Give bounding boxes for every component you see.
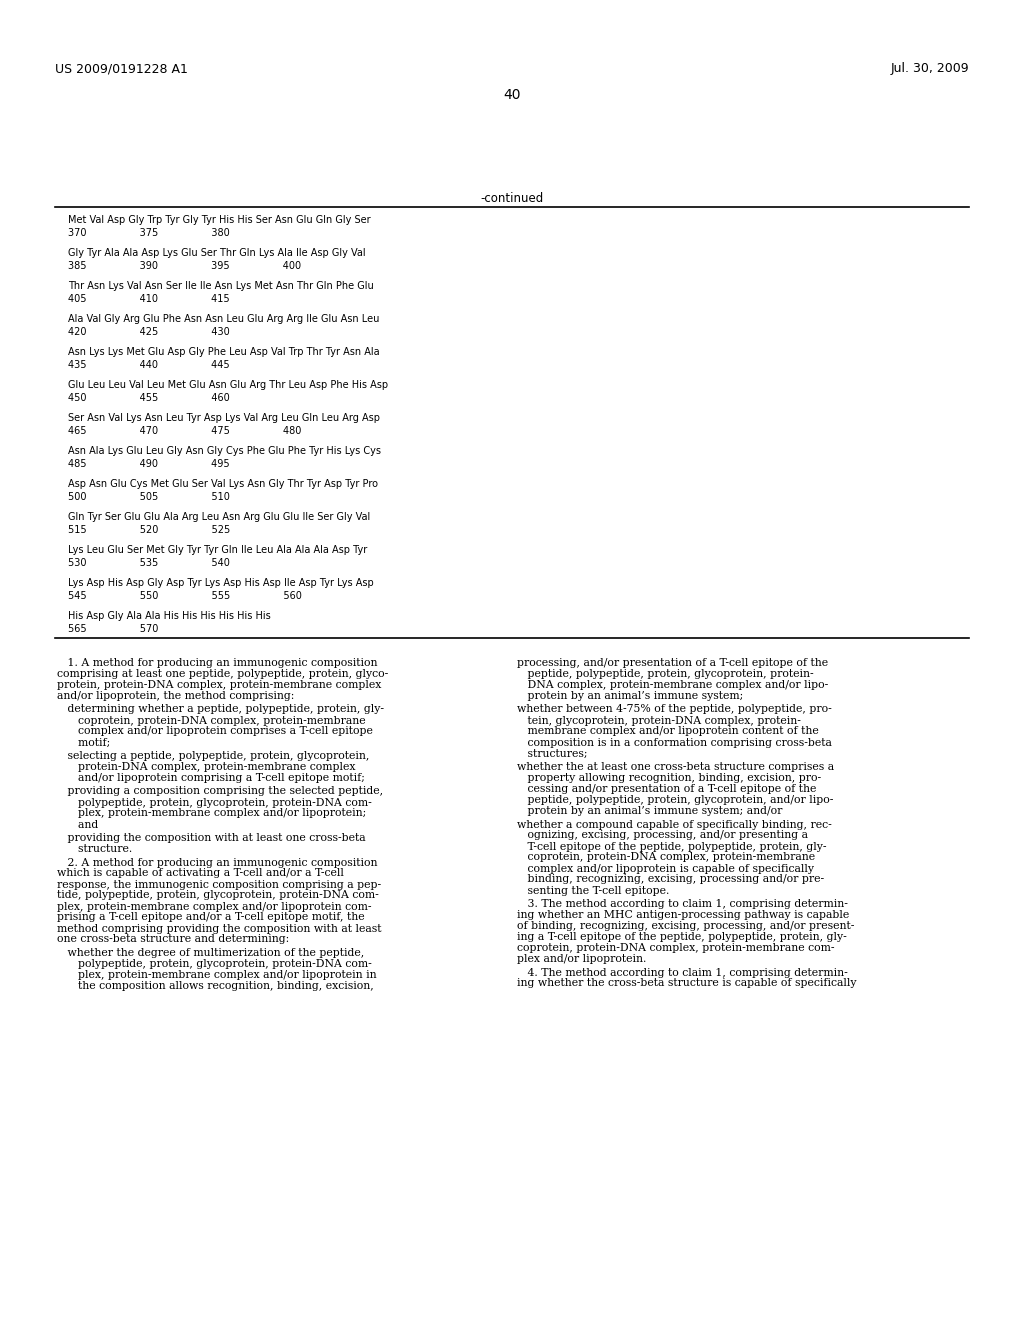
- Text: plex and/or lipoprotein.: plex and/or lipoprotein.: [517, 954, 646, 964]
- Text: Asp Asn Glu Cys Met Glu Ser Val Lys Asn Gly Thr Tyr Asp Tyr Pro: Asp Asn Glu Cys Met Glu Ser Val Lys Asn …: [68, 479, 378, 488]
- Text: -continued: -continued: [480, 191, 544, 205]
- Text: property allowing recognition, binding, excision, pro-: property allowing recognition, binding, …: [517, 774, 821, 783]
- Text: ing whether an MHC antigen-processing pathway is capable: ing whether an MHC antigen-processing pa…: [517, 909, 849, 920]
- Text: peptide, polypeptide, protein, glycoprotein, and/or lipo-: peptide, polypeptide, protein, glycoprot…: [517, 795, 834, 805]
- Text: and/or lipoprotein comprising a T-cell epitope motif;: and/or lipoprotein comprising a T-cell e…: [57, 774, 365, 783]
- Text: 40: 40: [503, 88, 521, 102]
- Text: processing, and/or presentation of a T-cell epitope of the: processing, and/or presentation of a T-c…: [517, 657, 828, 668]
- Text: motif;: motif;: [57, 738, 111, 747]
- Text: 405                 410                 415: 405 410 415: [68, 294, 229, 304]
- Text: selecting a peptide, polypeptide, protein, glycoprotein,: selecting a peptide, polypeptide, protei…: [57, 751, 370, 762]
- Text: 4. The method according to claim 1, comprising determin-: 4. The method according to claim 1, comp…: [517, 968, 848, 978]
- Text: cessing and/or presentation of a T-cell epitope of the: cessing and/or presentation of a T-cell …: [517, 784, 816, 795]
- Text: polypeptide, protein, glycoprotein, protein-DNA com-: polypeptide, protein, glycoprotein, prot…: [57, 797, 372, 808]
- Text: 450                 455                 460: 450 455 460: [68, 393, 229, 403]
- Text: coprotein, protein-DNA complex, protein-membrane com-: coprotein, protein-DNA complex, protein-…: [517, 942, 835, 953]
- Text: His Asp Gly Ala Ala His His His His His His: His Asp Gly Ala Ala His His His His His …: [68, 611, 270, 620]
- Text: ing a T-cell epitope of the peptide, polypeptide, protein, gly-: ing a T-cell epitope of the peptide, pol…: [517, 932, 847, 942]
- Text: which is capable of activating a T-cell and/or a T-cell: which is capable of activating a T-cell …: [57, 869, 344, 879]
- Text: prising a T-cell epitope and/or a T-cell epitope motif, the: prising a T-cell epitope and/or a T-cell…: [57, 912, 365, 923]
- Text: and: and: [57, 820, 98, 829]
- Text: whether the at least one cross-beta structure comprises a: whether the at least one cross-beta stru…: [517, 762, 835, 772]
- Text: one cross-beta structure and determining:: one cross-beta structure and determining…: [57, 935, 289, 945]
- Text: protein by an animal’s immune system; and/or: protein by an animal’s immune system; an…: [517, 807, 782, 816]
- Text: 515                 520                 525: 515 520 525: [68, 525, 230, 535]
- Text: determining whether a peptide, polypeptide, protein, gly-: determining whether a peptide, polypepti…: [57, 705, 384, 714]
- Text: whether the degree of multimerization of the peptide,: whether the degree of multimerization of…: [57, 948, 365, 958]
- Text: structure.: structure.: [57, 843, 132, 854]
- Text: plex, protein-membrane complex and/or lipoprotein com-: plex, protein-membrane complex and/or li…: [57, 902, 372, 912]
- Text: method comprising providing the composition with at least: method comprising providing the composit…: [57, 924, 382, 933]
- Text: protein-DNA complex, protein-membrane complex: protein-DNA complex, protein-membrane co…: [57, 762, 355, 772]
- Text: Glu Leu Leu Val Leu Met Glu Asn Glu Arg Thr Leu Asp Phe His Asp: Glu Leu Leu Val Leu Met Glu Asn Glu Arg …: [68, 380, 388, 389]
- Text: 530                 535                 540: 530 535 540: [68, 558, 229, 568]
- Text: DNA complex, protein-membrane complex and/or lipo-: DNA complex, protein-membrane complex an…: [517, 680, 828, 690]
- Text: and/or lipoprotein, the method comprising:: and/or lipoprotein, the method comprisin…: [57, 690, 294, 701]
- Text: 485                 490                 495: 485 490 495: [68, 459, 229, 469]
- Text: peptide, polypeptide, protein, glycoprotein, protein-: peptide, polypeptide, protein, glycoprot…: [517, 669, 814, 678]
- Text: Jul. 30, 2009: Jul. 30, 2009: [891, 62, 969, 75]
- Text: ognizing, excising, processing, and/or presenting a: ognizing, excising, processing, and/or p…: [517, 830, 808, 841]
- Text: comprising at least one peptide, polypeptide, protein, glyco-: comprising at least one peptide, polypep…: [57, 669, 388, 678]
- Text: whether between 4-75% of the peptide, polypeptide, pro-: whether between 4-75% of the peptide, po…: [517, 705, 831, 714]
- Text: protein, protein-DNA complex, protein-membrane complex: protein, protein-DNA complex, protein-me…: [57, 680, 381, 690]
- Text: Lys Asp His Asp Gly Asp Tyr Lys Asp His Asp Ile Asp Tyr Lys Asp: Lys Asp His Asp Gly Asp Tyr Lys Asp His …: [68, 578, 374, 587]
- Text: response, the immunogenic composition comprising a pep-: response, the immunogenic composition co…: [57, 879, 381, 890]
- Text: Asn Lys Lys Met Glu Asp Gly Phe Leu Asp Val Trp Thr Tyr Asn Ala: Asn Lys Lys Met Glu Asp Gly Phe Leu Asp …: [68, 347, 380, 356]
- Text: composition is in a conformation comprising cross-beta: composition is in a conformation compris…: [517, 738, 831, 747]
- Text: coprotein, protein-DNA complex, protein-membrane: coprotein, protein-DNA complex, protein-…: [57, 715, 366, 726]
- Text: of binding, recognizing, excising, processing, and/or present-: of binding, recognizing, excising, proce…: [517, 921, 854, 931]
- Text: coprotein, protein-DNA complex, protein-membrane: coprotein, protein-DNA complex, protein-…: [517, 853, 815, 862]
- Text: binding, recognizing, excising, processing and/or pre-: binding, recognizing, excising, processi…: [517, 874, 824, 884]
- Text: US 2009/0191228 A1: US 2009/0191228 A1: [55, 62, 187, 75]
- Text: senting the T-cell epitope.: senting the T-cell epitope.: [517, 886, 670, 895]
- Text: providing a composition comprising the selected peptide,: providing a composition comprising the s…: [57, 787, 383, 796]
- Text: 565                 570: 565 570: [68, 624, 159, 634]
- Text: polypeptide, protein, glycoprotein, protein-DNA com-: polypeptide, protein, glycoprotein, prot…: [57, 960, 372, 969]
- Text: Ala Val Gly Arg Glu Phe Asn Asn Leu Glu Arg Arg Ile Glu Asn Leu: Ala Val Gly Arg Glu Phe Asn Asn Leu Glu …: [68, 314, 379, 323]
- Text: plex, protein-membrane complex and/or lipoprotein;: plex, protein-membrane complex and/or li…: [57, 808, 367, 818]
- Text: 465                 470                 475                 480: 465 470 475 480: [68, 426, 301, 436]
- Text: protein by an animal’s immune system;: protein by an animal’s immune system;: [517, 690, 743, 701]
- Text: providing the composition with at least one cross-beta: providing the composition with at least …: [57, 833, 366, 843]
- Text: tide, polypeptide, protein, glycoprotein, protein-DNA com-: tide, polypeptide, protein, glycoprotein…: [57, 891, 379, 900]
- Text: ing whether the cross-beta structure is capable of specifically: ing whether the cross-beta structure is …: [517, 978, 856, 989]
- Text: whether a compound capable of specifically binding, rec-: whether a compound capable of specifical…: [517, 820, 831, 829]
- Text: Lys Leu Glu Ser Met Gly Tyr Tyr Gln Ile Leu Ala Ala Ala Asp Tyr: Lys Leu Glu Ser Met Gly Tyr Tyr Gln Ile …: [68, 545, 368, 554]
- Text: complex and/or lipoprotein comprises a T-cell epitope: complex and/or lipoprotein comprises a T…: [57, 726, 373, 737]
- Text: 3. The method according to claim 1, comprising determin-: 3. The method according to claim 1, comp…: [517, 899, 848, 909]
- Text: 2. A method for producing an immunogenic composition: 2. A method for producing an immunogenic…: [57, 858, 378, 867]
- Text: Met Val Asp Gly Trp Tyr Gly Tyr His His Ser Asn Glu Gln Gly Ser: Met Val Asp Gly Trp Tyr Gly Tyr His His …: [68, 215, 371, 224]
- Text: Thr Asn Lys Val Asn Ser Ile Ile Asn Lys Met Asn Thr Gln Phe Glu: Thr Asn Lys Val Asn Ser Ile Ile Asn Lys …: [68, 281, 374, 290]
- Text: Asn Ala Lys Glu Leu Gly Asn Gly Cys Phe Glu Phe Tyr His Lys Cys: Asn Ala Lys Glu Leu Gly Asn Gly Cys Phe …: [68, 446, 381, 455]
- Text: 420                 425                 430: 420 425 430: [68, 327, 229, 337]
- Text: membrane complex and/or lipoprotein content of the: membrane complex and/or lipoprotein cont…: [517, 726, 819, 737]
- Text: Gly Tyr Ala Ala Asp Lys Glu Ser Thr Gln Lys Ala Ile Asp Gly Val: Gly Tyr Ala Ala Asp Lys Glu Ser Thr Gln …: [68, 248, 366, 257]
- Text: 435                 440                 445: 435 440 445: [68, 360, 229, 370]
- Text: 370                 375                 380: 370 375 380: [68, 228, 229, 238]
- Text: tein, glycoprotein, protein-DNA complex, protein-: tein, glycoprotein, protein-DNA complex,…: [517, 715, 801, 726]
- Text: 500                 505                 510: 500 505 510: [68, 492, 229, 502]
- Text: plex, protein-membrane complex and/or lipoprotein in: plex, protein-membrane complex and/or li…: [57, 970, 377, 979]
- Text: Gln Tyr Ser Glu Glu Ala Arg Leu Asn Arg Glu Glu Ile Ser Gly Val: Gln Tyr Ser Glu Glu Ala Arg Leu Asn Arg …: [68, 512, 371, 521]
- Text: structures;: structures;: [517, 748, 588, 759]
- Text: Ser Asn Val Lys Asn Leu Tyr Asp Lys Val Arg Leu Gln Leu Arg Asp: Ser Asn Val Lys Asn Leu Tyr Asp Lys Val …: [68, 413, 380, 422]
- Text: the composition allows recognition, binding, excision,: the composition allows recognition, bind…: [57, 981, 374, 991]
- Text: complex and/or lipoprotein is capable of specifically: complex and/or lipoprotein is capable of…: [517, 863, 814, 874]
- Text: 1. A method for producing an immunogenic composition: 1. A method for producing an immunogenic…: [57, 657, 378, 668]
- Text: 385                 390                 395                 400: 385 390 395 400: [68, 261, 301, 271]
- Text: T-cell epitope of the peptide, polypeptide, protein, gly-: T-cell epitope of the peptide, polypepti…: [517, 842, 826, 851]
- Text: 545                 550                 555                 560: 545 550 555 560: [68, 591, 302, 601]
